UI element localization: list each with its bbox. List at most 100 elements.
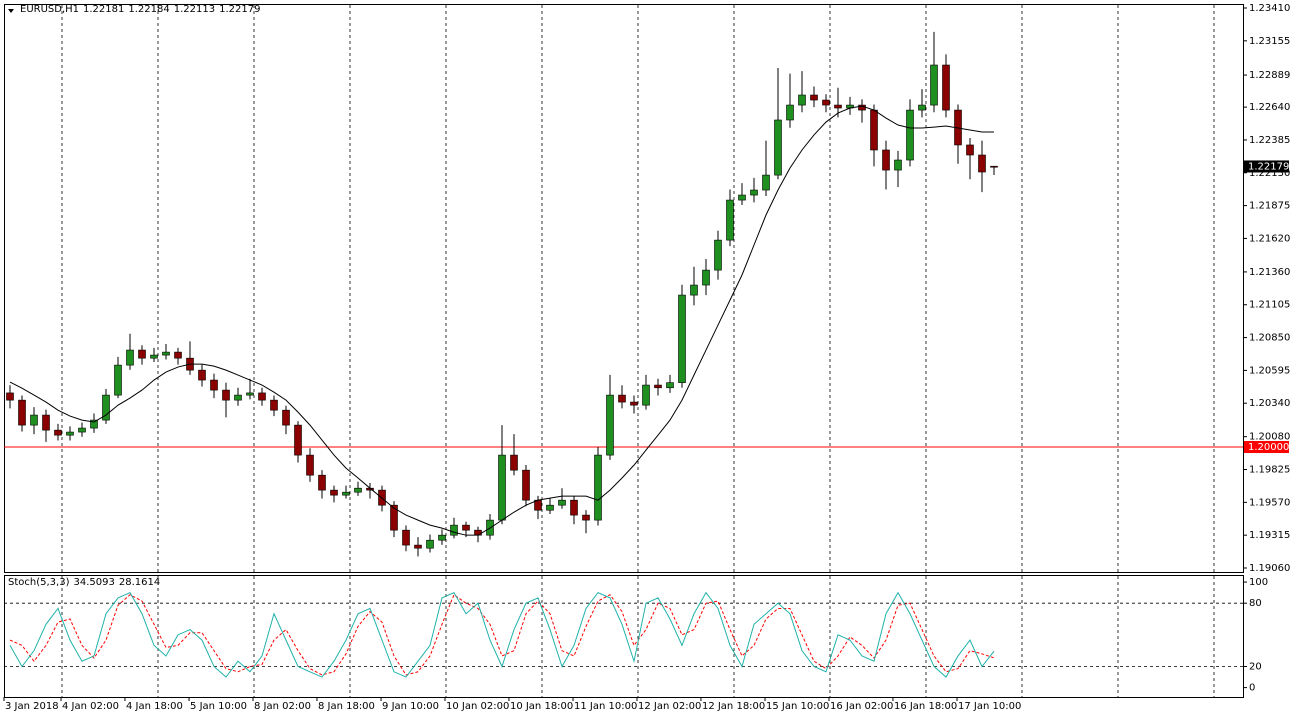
x-tick-label: 15 Jan 10:00: [766, 701, 829, 712]
candle-body: [78, 427, 86, 433]
candle-body: [630, 401, 638, 406]
symbol: EURUSD,H1: [20, 4, 80, 15]
candle-body: [666, 382, 674, 389]
candle-body: [702, 269, 710, 286]
y-tick-label: 1.20595: [1249, 365, 1290, 376]
high: 1.22184: [128, 4, 170, 15]
candle-body: [834, 104, 842, 109]
stoch-tick-label: 80: [1249, 598, 1262, 609]
main-panel: [4, 4, 1244, 573]
candle-body: [618, 394, 626, 403]
candle-body: [342, 491, 350, 496]
candle-body: [546, 504, 554, 511]
candle-body: [978, 154, 986, 173]
candle-body: [774, 119, 782, 176]
candle-body: [246, 392, 254, 396]
candle-body: [282, 409, 290, 426]
candle-body: [30, 414, 38, 426]
candle-body: [570, 499, 578, 516]
candle-body: [714, 239, 722, 271]
candle-body: [138, 349, 146, 359]
candle-body: [66, 431, 74, 436]
y-tick-label: 1.23410: [1249, 3, 1290, 14]
candle-body: [942, 64, 950, 111]
candle-body: [162, 351, 170, 356]
last-price-box: [1244, 160, 1289, 173]
open: 1.22181: [83, 4, 125, 15]
candle-body: [102, 394, 110, 421]
y-tick-label: 1.20340: [1249, 398, 1290, 409]
x-tick-label: 5 Jan 10:00: [190, 701, 247, 712]
stoch-signal: [9, 593, 995, 676]
level-label: 1.20000: [1248, 442, 1289, 453]
candle-body: [558, 499, 566, 506]
x-tick-label: 17 Jan 10:00: [958, 701, 1021, 712]
y-tick-label: 1.22889: [1249, 70, 1290, 81]
x-tick-label: 11 Jan 10:00: [574, 701, 637, 712]
candle-body: [6, 392, 14, 401]
candle-body: [786, 104, 794, 121]
candle-body: [906, 109, 914, 161]
x-tick-label: 12 Jan 18:00: [702, 701, 765, 712]
candle-body: [18, 399, 26, 426]
candle-body: [582, 514, 590, 521]
x-tick-label: 9 Jan 10:00: [382, 701, 439, 712]
candle-body: [918, 104, 926, 111]
candle-body: [810, 94, 818, 101]
candle-body: [678, 294, 686, 383]
x-tick-label: 3 Jan 2018: [5, 701, 59, 712]
candle-body: [750, 189, 758, 196]
candle-body: [210, 379, 218, 391]
header: EURUSD,H1 1.22181 1.22184 1.22113 1.2217…: [20, 4, 260, 15]
candle-body: [414, 544, 422, 549]
candle-body: [54, 429, 62, 436]
candle-body: [594, 454, 602, 521]
candle-body: [330, 489, 338, 496]
low: 1.22113: [173, 4, 216, 15]
y-tick-label: 1.20080: [1249, 432, 1290, 443]
candle-body: [606, 394, 614, 456]
candle-body: [402, 529, 410, 546]
candle-body: [870, 109, 878, 151]
x-tick-label: 8 Jan 18:00: [318, 701, 375, 712]
candle-body: [522, 469, 530, 501]
stoch-main: [9, 591, 995, 678]
candle-body: [438, 534, 446, 541]
candle-body: [318, 474, 326, 491]
candle-body: [738, 194, 746, 201]
stoch-panel: [4, 575, 1244, 698]
candle-body: [990, 165, 998, 168]
candle-body: [882, 149, 890, 171]
stoch-tick-label: 20: [1249, 662, 1262, 673]
y-tick-label: 1.19315: [1249, 530, 1290, 541]
candle-body: [510, 454, 518, 471]
stoch-main-value: 34.5093: [73, 577, 115, 588]
y-tick-label: 1.19825: [1249, 465, 1290, 476]
candle-body: [42, 414, 50, 431]
y-tick-label: 1.22640: [1249, 102, 1290, 113]
y-tick-label: 1.22130: [1249, 168, 1290, 179]
close: 1.22179: [219, 4, 261, 15]
candle-body: [174, 351, 182, 359]
candle-body: [474, 529, 482, 536]
menu-arrow: [8, 9, 14, 13]
y-tick-label: 1.19570: [1249, 497, 1290, 508]
candle-body: [198, 369, 206, 381]
candle-body: [258, 392, 266, 401]
stoch-tick-label: 0: [1249, 683, 1255, 694]
y-tick-label: 1.21105: [1249, 300, 1290, 311]
candle-body: [966, 144, 974, 156]
candle-body: [354, 487, 362, 493]
stoch-header: Stoch(5,3,3) 34.5093 28.1614: [8, 577, 160, 588]
x-tick-label: 10 Jan 02:00: [446, 701, 509, 712]
x-tick-label: 10 Jan 18:00: [510, 701, 573, 712]
x-tick-label: 16 Jan 02:00: [830, 701, 893, 712]
candle-body: [126, 349, 134, 366]
candle-body: [894, 159, 902, 171]
last-price: 1.22179: [1248, 161, 1289, 172]
y-tick-label: 1.23155: [1249, 36, 1290, 47]
candle-body: [426, 539, 434, 549]
candle-body: [930, 64, 938, 106]
